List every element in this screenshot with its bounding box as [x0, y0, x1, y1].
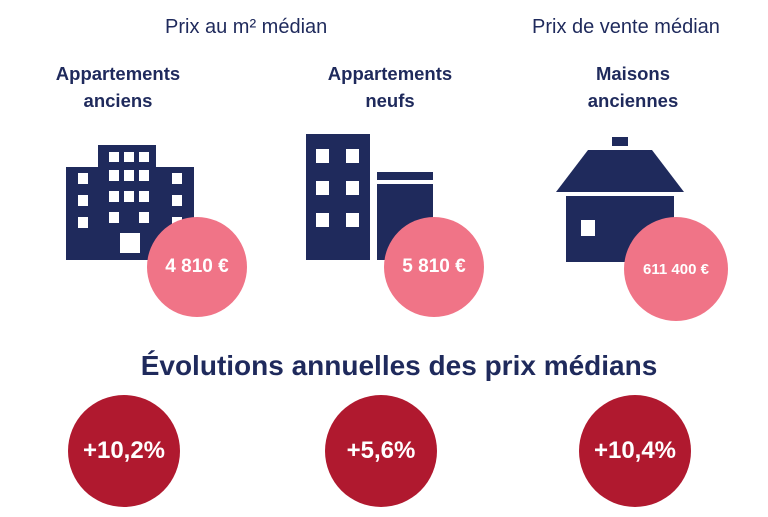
- evolution-circle-new-apartments: +5,6%: [325, 395, 437, 507]
- category-label-line1: Appartements: [327, 63, 453, 84]
- price-circle-old-houses: 611 400 €: [624, 217, 728, 321]
- price-circle-old-apartments: 4 810 €: [147, 217, 247, 317]
- evolution-title: Évolutions annuelles des prix médians: [140, 350, 658, 381]
- evolution-circle-old-houses: +10,4%: [579, 395, 691, 507]
- median-price-per-m2-header: Prix au m² médian: [165, 16, 328, 38]
- category-label-line1: Appartements: [55, 63, 181, 84]
- category-old-apartments-label: Appartements anciens: [18, 60, 218, 114]
- category-label-line2: neufs: [365, 90, 415, 111]
- evolution-circle-old-apartments: +10,2%: [68, 395, 180, 507]
- price-circle-new-apartments: 5 810 €: [384, 217, 484, 317]
- category-old-houses-label: Maisons anciennes: [533, 60, 733, 114]
- median-sale-price-header: Prix de vente médian: [532, 16, 720, 38]
- category-label-line1: Maisons: [595, 63, 671, 84]
- category-label-line2: anciennes: [587, 90, 679, 111]
- category-new-apartments-label: Appartements neufs: [290, 60, 490, 114]
- category-label-line2: anciens: [83, 90, 153, 111]
